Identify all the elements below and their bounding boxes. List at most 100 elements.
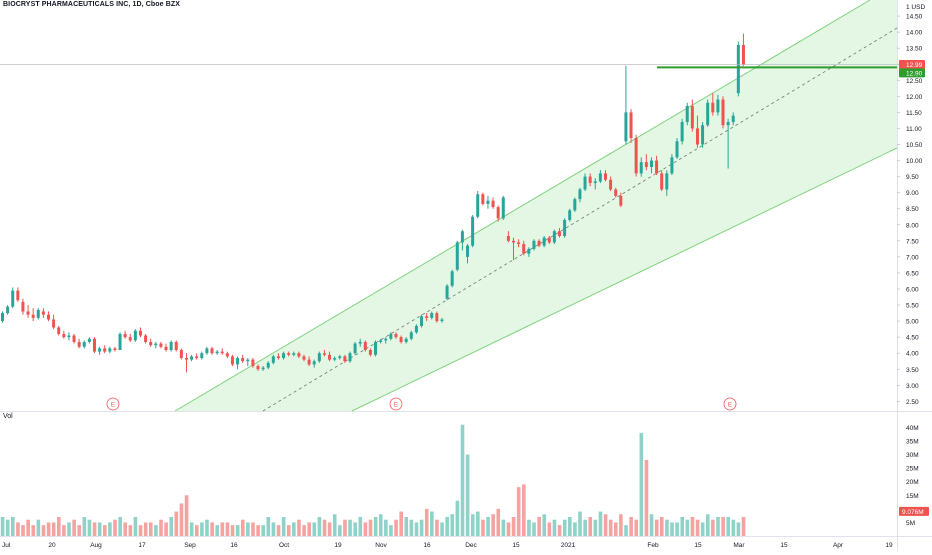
price-tick-label: 14.00 (906, 30, 923, 37)
candle (113, 346, 117, 352)
volume-bar (363, 522, 368, 536)
candle-body (225, 353, 229, 357)
candle (389, 332, 393, 341)
volume-tick-label: 40M (906, 425, 919, 432)
candle-body (731, 115, 735, 123)
earnings-marker[interactable]: E (723, 397, 737, 411)
candle-body (220, 351, 224, 354)
candle (665, 170, 669, 196)
candle (103, 345, 107, 354)
volume-bar (670, 522, 674, 536)
candle (445, 284, 449, 301)
volume-bar (675, 522, 679, 536)
volume-bar (532, 522, 536, 536)
candle (246, 358, 250, 367)
candle-body (215, 351, 219, 354)
candle-body (21, 301, 25, 312)
candle (256, 364, 260, 371)
candle (670, 154, 674, 175)
candle-body (379, 340, 383, 342)
price-tick-label: 6.50 (906, 270, 919, 277)
candle-body (246, 359, 250, 362)
volume-bar (440, 522, 444, 536)
candle (128, 333, 132, 342)
candle-body (256, 366, 260, 370)
candle (92, 337, 96, 354)
candle (11, 287, 15, 309)
volume-bar (256, 525, 260, 536)
candle (547, 236, 551, 245)
earnings-circle[interactable] (106, 397, 120, 411)
volume-bar (297, 519, 301, 536)
candle-body (358, 341, 362, 344)
candle-body (328, 354, 332, 360)
earnings-circle[interactable] (723, 397, 737, 411)
candle-body (276, 356, 280, 359)
volume-bar (476, 511, 480, 536)
earnings-circle[interactable] (389, 397, 403, 411)
candle (690, 99, 694, 132)
candle-body (425, 316, 429, 318)
volume-bar (588, 517, 593, 536)
volume-bar (711, 519, 715, 536)
candle (276, 353, 280, 360)
earnings-marker[interactable]: E (106, 397, 120, 411)
candle-body (57, 327, 61, 334)
price-tick-label: 5.50 (906, 303, 919, 310)
volume-bar (169, 517, 174, 536)
volume-bar (619, 514, 623, 536)
time-tick-label: 20 (48, 542, 56, 549)
volume-bar (378, 514, 383, 536)
candle-body (552, 231, 556, 243)
volume-bar (292, 522, 296, 536)
candle-body (445, 285, 449, 299)
volume-bar (317, 517, 322, 536)
candle (41, 308, 45, 318)
candle-body (384, 338, 388, 341)
candle (660, 170, 664, 192)
candle (169, 340, 173, 352)
candle-body (649, 160, 653, 167)
volume-bar (179, 503, 184, 536)
volume-bar (608, 519, 613, 536)
last-price-tag-bg (899, 60, 925, 70)
channel-lower-line (351, 147, 898, 412)
candle-body (154, 343, 158, 346)
candle-body (476, 194, 480, 217)
price-tick-label: 7.00 (906, 254, 919, 261)
earnings-marker[interactable]: E (389, 397, 403, 411)
volume-bar (21, 525, 25, 536)
volume-tick-label: 20M (906, 479, 919, 486)
candle (598, 170, 602, 184)
candle-body (77, 341, 81, 347)
horizontal-level-tag: 12.90 (899, 68, 925, 78)
candle (205, 346, 209, 355)
volume-bar (501, 519, 506, 536)
candle (552, 229, 556, 245)
volume-bar (240, 519, 245, 536)
volume-bar (639, 432, 644, 536)
volume-bar (649, 514, 654, 536)
candle-body (322, 353, 326, 355)
volume-bar (460, 424, 465, 536)
volume-bar (654, 519, 659, 536)
volume-bar (0, 517, 5, 536)
candle (649, 157, 653, 174)
candle (537, 239, 541, 248)
volume-bar (573, 522, 577, 536)
time-tick-label: 15 (694, 542, 702, 549)
candle-body (486, 200, 490, 204)
candle (374, 340, 378, 357)
candle-body (716, 99, 720, 113)
candle (736, 41, 740, 97)
candle-body (72, 335, 76, 342)
candle-body (522, 244, 526, 254)
volume-bar (435, 519, 439, 536)
volume-bar (133, 517, 138, 536)
earnings-label: E (728, 402, 733, 409)
volume-bar (634, 519, 639, 536)
candle-body (430, 313, 434, 318)
candle (440, 317, 444, 323)
